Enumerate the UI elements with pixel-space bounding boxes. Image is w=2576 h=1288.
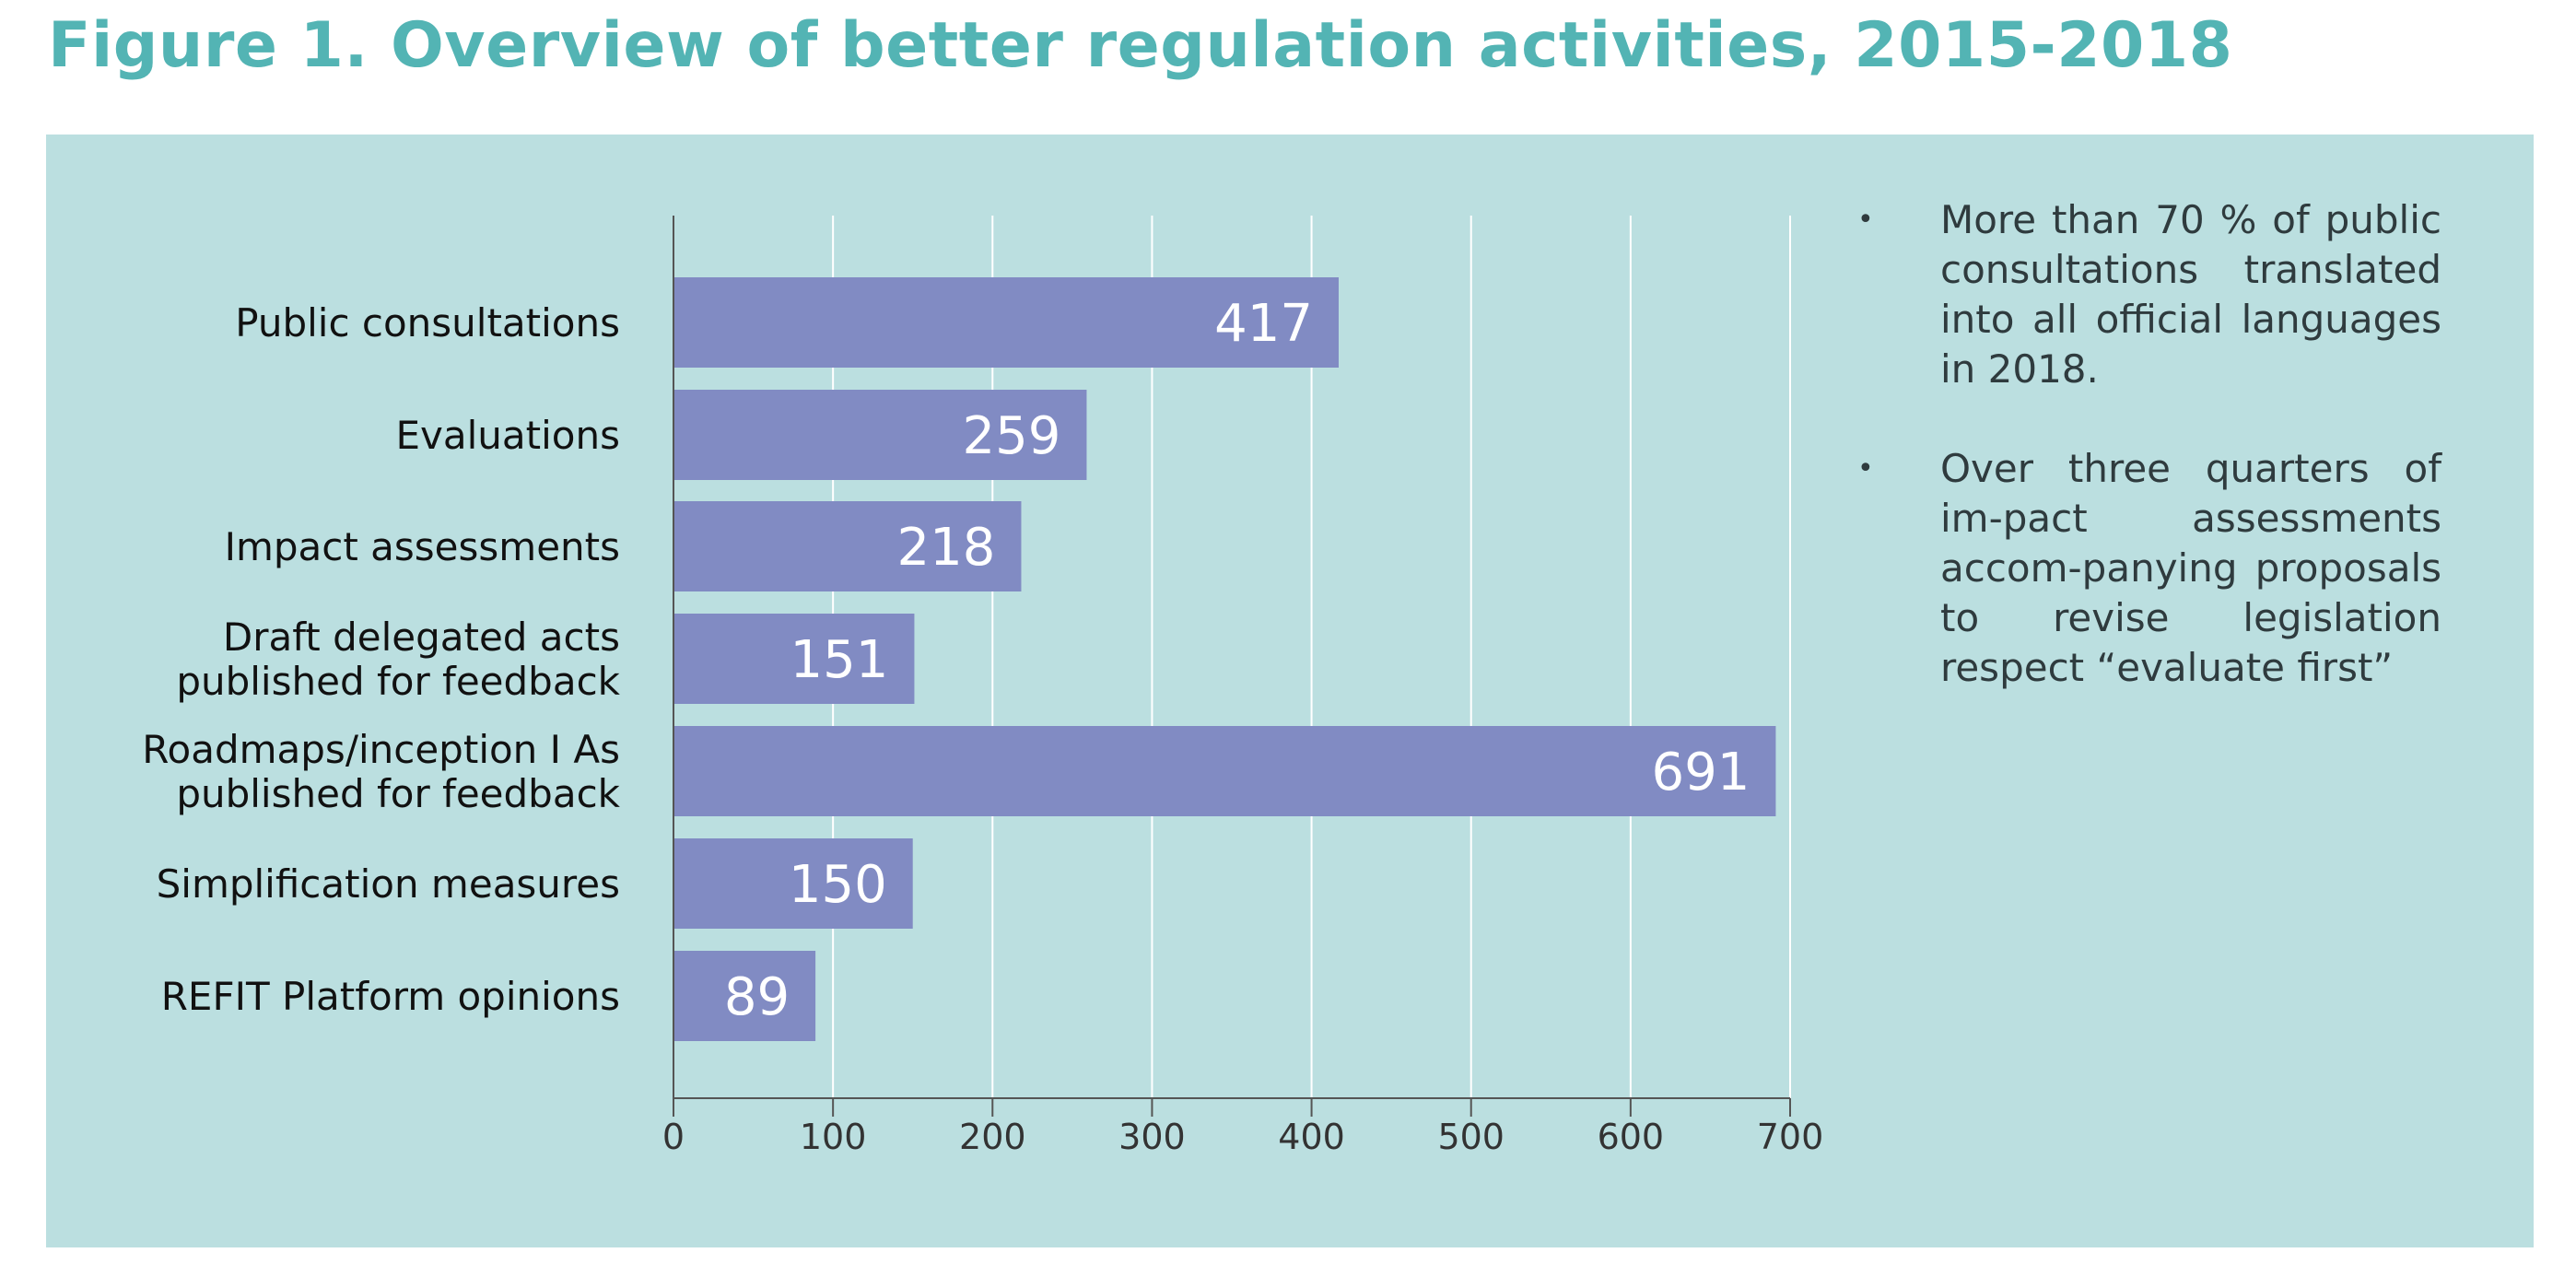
bar-value-label: 691: [1652, 743, 1751, 802]
category-label: Evaluations: [396, 413, 621, 458]
category-label: Simplification measures: [157, 861, 620, 907]
bar-value-label: 218: [897, 518, 996, 578]
bar: [673, 614, 915, 704]
x-tick-label: 200: [959, 1117, 1026, 1157]
note-item: • More than 70 % of public consultations…: [1852, 195, 2441, 394]
x-tick-label: 100: [800, 1117, 867, 1157]
bar: [673, 277, 1340, 368]
category-label: Roadmaps/inception I As published for fee…: [142, 727, 620, 816]
category-label: Impact assessments: [225, 524, 620, 569]
notes-list: • More than 70 % of public consultations…: [1852, 195, 2441, 743]
bar: [673, 838, 913, 929]
category-label-line: published for feedback: [176, 659, 620, 704]
category-label-line: REFIT Platform opinions: [161, 974, 620, 1019]
note-text: More than 70 % of public consultations t…: [1940, 197, 2441, 392]
category-label-line: Evaluations: [396, 413, 621, 458]
bar-value-label: 259: [963, 406, 1061, 466]
x-tick-label: 600: [1598, 1117, 1665, 1157]
bullet-icon: •: [1857, 204, 1874, 236]
bar-value-label: 151: [790, 630, 889, 690]
category-label-line: Roadmaps/inception I As: [142, 727, 620, 772]
bullet-icon: •: [1857, 452, 1874, 485]
bar: [673, 390, 1087, 480]
note-item: • Over three quarters of im-pact assessm…: [1852, 444, 2441, 693]
category-label-line: Impact assessments: [225, 524, 620, 569]
bar: [673, 501, 1022, 591]
bar-value-label: 150: [789, 855, 887, 915]
bar-value-label: 89: [724, 967, 790, 1027]
x-tick-label: 400: [1278, 1117, 1345, 1157]
x-tick-label: 500: [1437, 1117, 1505, 1157]
figure-title: Figure 1. Overview of better regulation …: [48, 9, 2233, 82]
x-tick-label: 300: [1118, 1117, 1186, 1157]
category-label-line: Simplification measures: [157, 861, 620, 907]
category-label-line: published for feedback: [176, 771, 620, 816]
category-label-line: Draft delegated acts: [223, 615, 620, 660]
x-tick-label: 700: [1757, 1117, 1824, 1157]
note-text: Over three quarters of im-pact assessmen…: [1940, 446, 2441, 690]
category-label-line: Public consultations: [235, 300, 620, 345]
bar: [673, 726, 1776, 816]
category-label: REFIT Platform opinions: [161, 974, 620, 1019]
bar-value-label: 417: [1214, 294, 1313, 354]
category-label: Public consultations: [235, 300, 620, 345]
category-label: Draft delegated acts published for feedba…: [176, 615, 620, 704]
x-tick-label: 0: [662, 1117, 685, 1157]
bar: [673, 951, 816, 1041]
